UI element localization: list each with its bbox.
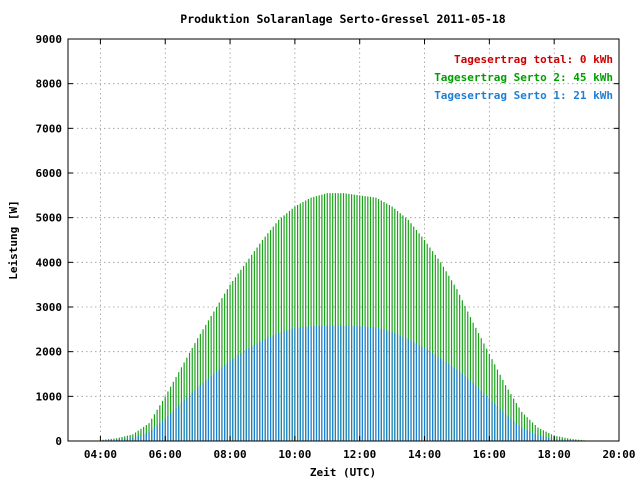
- plot-frame: [67, 38, 620, 442]
- x-tick-label: 04:00: [84, 448, 117, 461]
- y-tick-label: 1000: [36, 390, 63, 403]
- y-tick-label: 6000: [36, 167, 63, 180]
- y-tick-label: 5000: [36, 212, 63, 225]
- legend-entry: Tagesertrag Serto 2: 45 kWh: [434, 71, 613, 84]
- ticks: [68, 38, 620, 442]
- x-tick-labels: 04:00 06:00 08:00 10:00 12:00 14:00 16:00 18:00…: [84, 448, 636, 461]
- x-tick-label: 06:00: [149, 448, 182, 461]
- series-bars: [102, 325, 585, 441]
- x-axis-label: Zeit (UTC): [310, 466, 376, 479]
- x-tick-label: 18:00: [538, 448, 571, 461]
- x-tick-label: 14:00: [408, 448, 441, 461]
- y-tick-label: 3000: [36, 301, 63, 314]
- x-tick-label: 10:00: [278, 448, 311, 461]
- y-tick-label: 2000: [36, 346, 63, 359]
- y-axis-label: Leistung [W]: [7, 200, 20, 279]
- legend-entry: Tagesertrag Serto 1: 21 kWh: [434, 89, 613, 102]
- y-tick-label: 0: [55, 435, 62, 448]
- x-tick-label: 20:00: [602, 448, 635, 461]
- y-tick-label: 9000: [36, 33, 63, 46]
- x-tick-label: 12:00: [343, 448, 376, 461]
- x-tick-label: 16:00: [473, 448, 506, 461]
- y-tick-label: 8000: [36, 78, 63, 91]
- legend-entry: Tagesertrag total: 0 kWh: [454, 53, 613, 66]
- y-tick-label: 7000: [36, 122, 63, 135]
- chart-title: Produktion Solaranlage Serto-Gressel 201…: [180, 12, 505, 26]
- y-tick-label: 4000: [36, 256, 63, 269]
- x-tick-label: 08:00: [213, 448, 246, 461]
- legend: Tagesertrag total: 0 kWh Tagesertrag Sert…: [434, 53, 613, 102]
- y-tick-labels: 0 1000 2000 3000 4000 5000 6000 7000 8000 9000: [36, 33, 63, 448]
- bars: [102, 193, 585, 441]
